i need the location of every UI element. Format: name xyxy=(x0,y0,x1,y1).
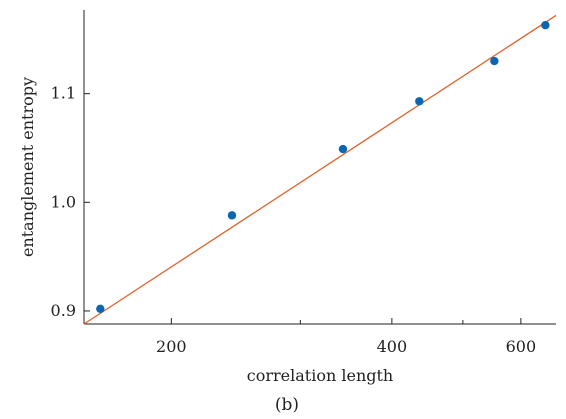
data-points xyxy=(96,21,550,313)
data-point xyxy=(227,211,237,220)
x-tick-label-200: 200 xyxy=(156,337,187,356)
y-ticks: 0.9 1.0 1.1 xyxy=(51,84,90,320)
y-axis-label: entanglement entropy xyxy=(18,77,37,257)
y-tick-label-0.9: 0.9 xyxy=(51,301,76,320)
y-tick-label-1.1: 1.1 xyxy=(51,84,76,103)
y-tick-label-1.0: 1.0 xyxy=(51,192,76,211)
figure-caption: (b) xyxy=(275,395,299,415)
data-point xyxy=(415,97,424,106)
x-axis-label: correlation length xyxy=(247,366,393,385)
data-point xyxy=(96,304,105,313)
data-point xyxy=(541,21,550,30)
x-ticks: 200 400 600 xyxy=(156,318,536,356)
fit-line-group xyxy=(83,14,557,325)
fit-line xyxy=(83,14,557,325)
x-tick-label-600: 600 xyxy=(506,337,537,356)
data-point xyxy=(490,56,499,66)
x-tick-label-400: 400 xyxy=(377,337,408,356)
data-point xyxy=(338,144,348,154)
axes xyxy=(83,10,556,325)
